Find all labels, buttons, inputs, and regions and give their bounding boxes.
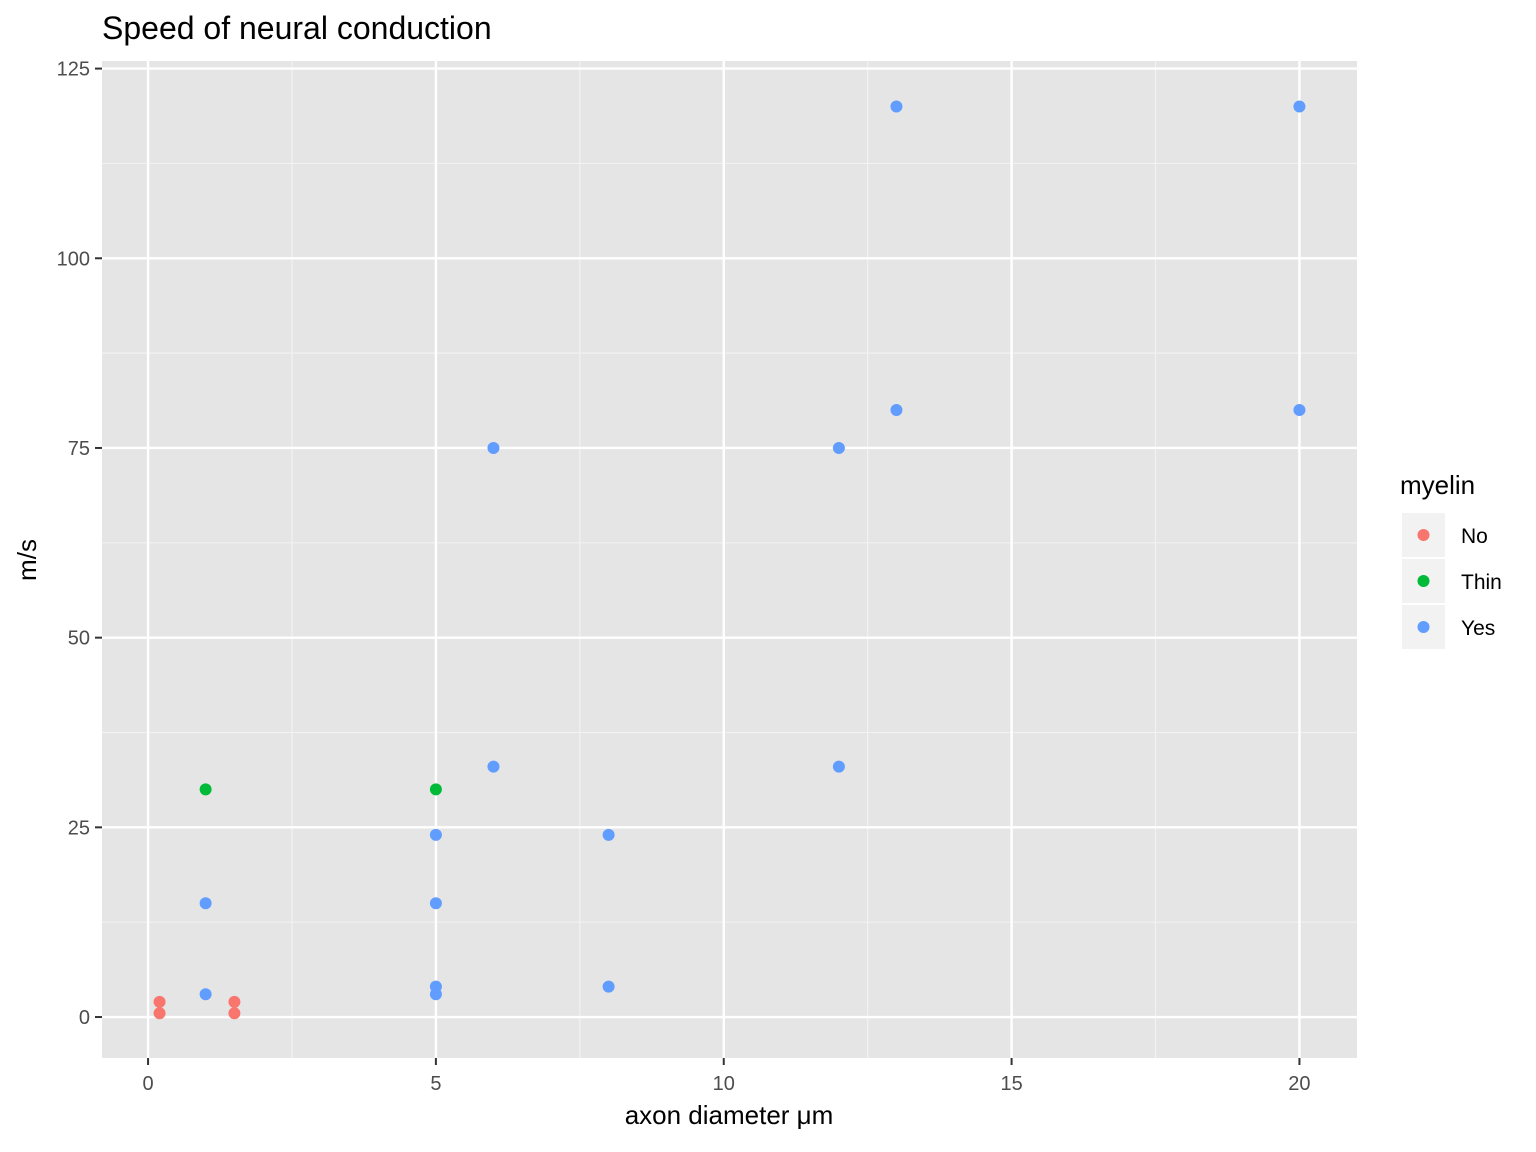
data-point-no xyxy=(228,995,241,1008)
legend: myelin No Thin Yes xyxy=(1400,470,1502,649)
y-tick-label: 75 xyxy=(68,438,90,460)
legend-label-no: No xyxy=(1461,525,1488,548)
legend-key-yes xyxy=(1417,621,1430,633)
legend-title: myelin xyxy=(1400,470,1475,500)
legend-label-yes: Yes xyxy=(1461,617,1495,640)
data-point-yes xyxy=(890,404,903,417)
data-point-yes xyxy=(199,897,212,910)
x-tick-label: 5 xyxy=(430,1073,441,1095)
y-tick-label: 100 xyxy=(57,248,90,270)
data-point-yes xyxy=(832,441,845,454)
data-point-yes xyxy=(487,760,500,773)
y-tick-label: 125 xyxy=(57,59,90,81)
gridlines xyxy=(102,61,1357,1058)
data-point-yes xyxy=(832,760,845,773)
y-tick-label: 50 xyxy=(68,628,90,650)
data-point-yes xyxy=(429,980,442,993)
data-points xyxy=(153,100,1306,1020)
y-axis-title: m/s xyxy=(12,539,42,581)
data-point-no xyxy=(228,1007,241,1020)
data-point-yes xyxy=(1293,100,1306,113)
x-tick-label: 10 xyxy=(713,1073,735,1095)
data-point-yes xyxy=(429,828,442,841)
data-point-yes xyxy=(602,828,615,841)
legend-key-thin xyxy=(1417,575,1430,587)
y-axis: 0 25 50 75 100 125 xyxy=(57,59,102,1029)
data-point-yes xyxy=(487,441,500,454)
x-axis: 0 5 10 15 20 xyxy=(142,1058,1311,1095)
data-point-yes xyxy=(429,897,442,910)
x-axis-title: axon diameter μm xyxy=(625,1100,834,1130)
data-point-yes xyxy=(890,100,903,113)
x-tick-label: 20 xyxy=(1288,1073,1310,1095)
plot-panel xyxy=(102,61,1357,1058)
y-tick-label: 25 xyxy=(68,817,90,839)
data-point-yes xyxy=(199,988,212,1001)
data-point-yes xyxy=(602,980,615,993)
x-tick-label: 0 xyxy=(142,1073,153,1095)
chart-title: Speed of neural conduction xyxy=(102,10,492,46)
data-point-no xyxy=(153,1007,166,1020)
data-point-no xyxy=(153,995,166,1008)
data-point-thin xyxy=(429,783,442,796)
data-point-thin xyxy=(199,783,212,796)
x-tick-label: 15 xyxy=(1000,1073,1022,1095)
y-tick-label: 0 xyxy=(79,1007,90,1029)
legend-label-thin: Thin xyxy=(1461,571,1502,594)
legend-key-no xyxy=(1417,529,1430,541)
data-point-yes xyxy=(1293,404,1306,417)
